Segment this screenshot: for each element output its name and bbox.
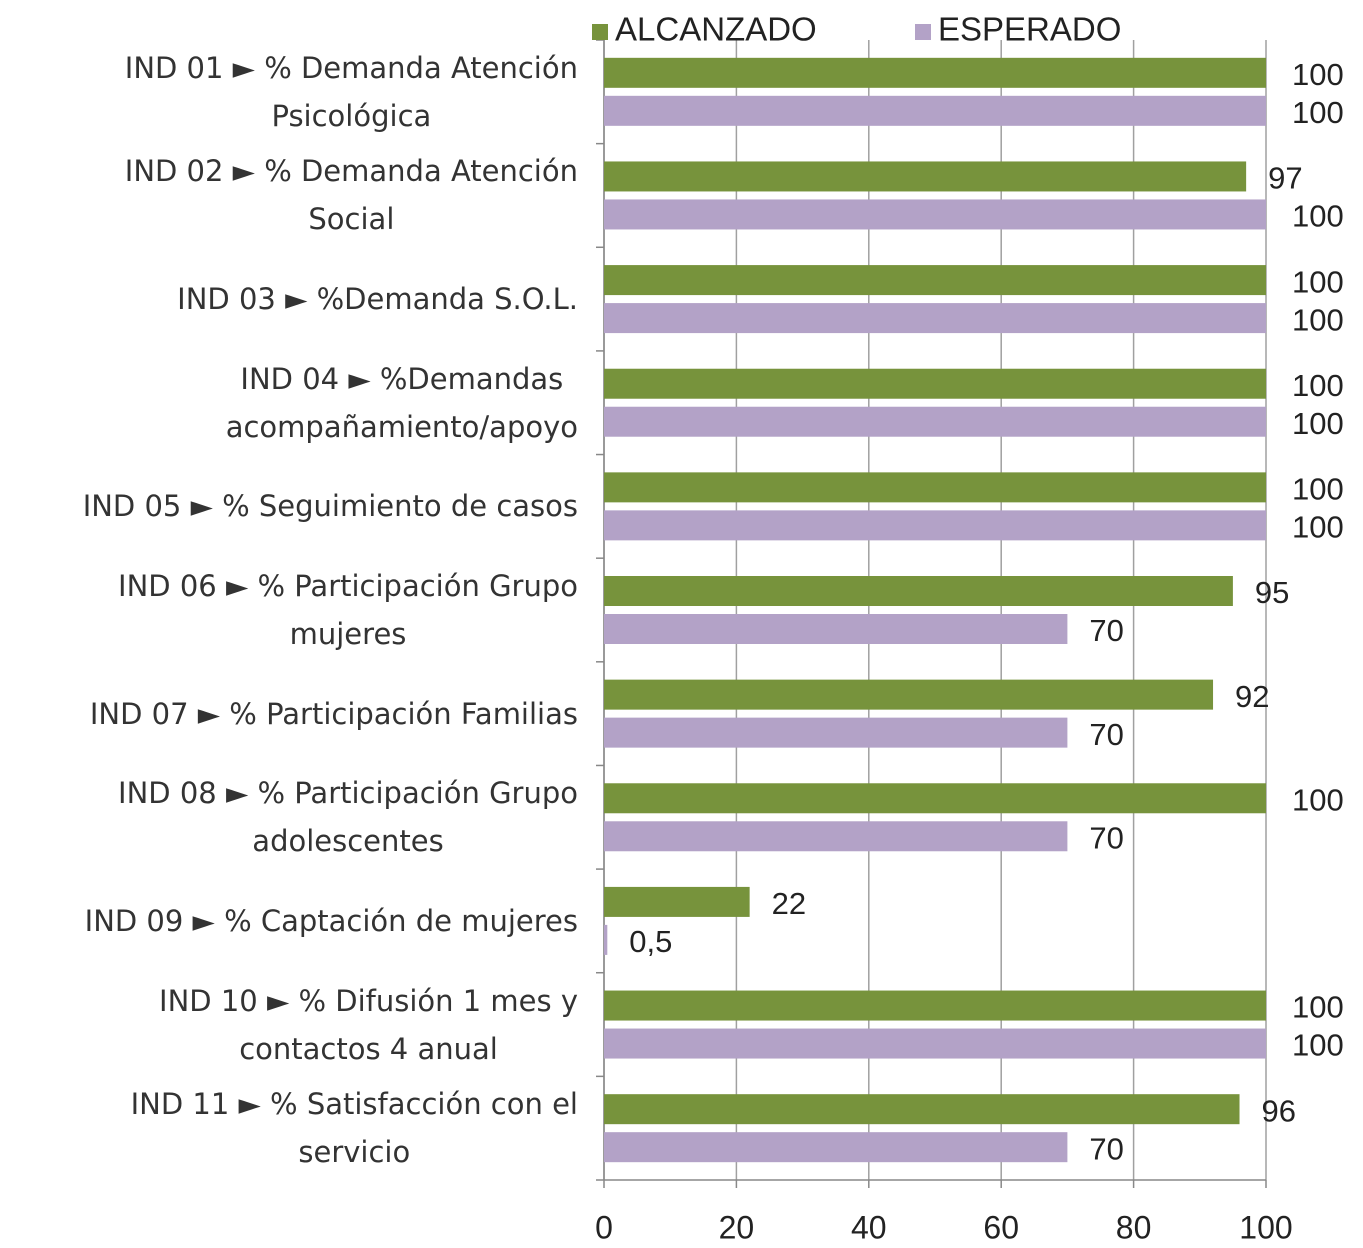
value-label: 100	[1292, 199, 1344, 234]
bar	[604, 679, 1214, 710]
x-tick-label: 20	[719, 1209, 755, 1245]
bar	[604, 614, 1068, 644]
bar	[604, 161, 1247, 192]
bar	[604, 821, 1068, 852]
value-label: 70	[1089, 613, 1123, 648]
value-label: 0,5	[629, 924, 672, 959]
value-label: 100	[1292, 302, 1344, 337]
bar	[604, 303, 1266, 334]
x-tick-label: 100	[1239, 1209, 1292, 1245]
category-label: IND 07 ► % Participación Familias	[89, 696, 578, 731]
legend-swatch	[592, 24, 608, 40]
value-label: 22	[772, 886, 806, 921]
category-label: IND 08 ► % Participación Grupo adolescen…	[118, 776, 578, 859]
legend-label: ESPERADO	[938, 11, 1121, 48]
bar	[604, 576, 1233, 606]
category-label: IND 01 ► % Demanda Atención Psicológica	[124, 50, 578, 133]
category-label: IND 09 ► % Captación de mujeres	[84, 903, 578, 938]
value-label: 100	[1292, 990, 1344, 1025]
x-tick-label: 40	[851, 1209, 887, 1245]
value-label: 70	[1089, 1131, 1123, 1166]
value-label: 100	[1292, 472, 1344, 507]
x-tick-label: 80	[1116, 1209, 1152, 1245]
value-label: 100	[1292, 57, 1344, 92]
value-label: 97	[1268, 161, 1302, 196]
x-tick-label: 60	[983, 1209, 1019, 1245]
category-label: IND 05 ► % Seguimiento de casos	[82, 489, 578, 524]
bar	[604, 1028, 1266, 1059]
value-label: 95	[1255, 575, 1289, 610]
category-label: IND 11 ► % Satisfacción con el servicio	[130, 1087, 578, 1170]
value-label: 100	[1292, 264, 1344, 299]
value-label: 92	[1235, 679, 1269, 714]
legend-swatch	[915, 24, 931, 40]
bar	[604, 783, 1266, 814]
bar	[604, 406, 1266, 437]
bar	[604, 990, 1266, 1021]
legend-label: ALCANZADO	[615, 11, 817, 48]
bar	[604, 924, 608, 955]
value-label: 70	[1089, 717, 1123, 752]
bar	[604, 199, 1266, 230]
category-label: IND 02 ► % Demanda Atención Social	[124, 154, 578, 237]
category-label: IND 04 ► %Demandas acompañamiento/apoyo	[225, 361, 578, 444]
bar	[604, 57, 1266, 88]
x-tick-label: 0	[595, 1209, 613, 1245]
bar	[604, 510, 1266, 541]
value-label: 100	[1292, 368, 1344, 403]
bar	[604, 717, 1068, 748]
value-label: 100	[1292, 1028, 1344, 1063]
bar	[604, 1094, 1240, 1125]
bar	[604, 472, 1266, 503]
bar	[604, 1132, 1068, 1163]
category-label: IND 10 ► % Difusión 1 mes y contactos 4 …	[159, 983, 578, 1066]
value-label: 100	[1292, 510, 1344, 545]
value-label: 100	[1292, 95, 1344, 130]
bar	[604, 368, 1266, 399]
bar	[604, 265, 1266, 296]
bar	[604, 886, 750, 917]
bar	[604, 95, 1266, 126]
category-label: IND 06 ► % Participación Grupo mujeres	[118, 569, 578, 651]
value-label: 100	[1292, 406, 1344, 441]
value-label: 96	[1262, 1093, 1296, 1128]
value-label: 100	[1292, 782, 1344, 817]
value-label: 70	[1089, 820, 1123, 855]
category-label: IND 03 ► %Demanda S.O.L.	[177, 282, 578, 317]
